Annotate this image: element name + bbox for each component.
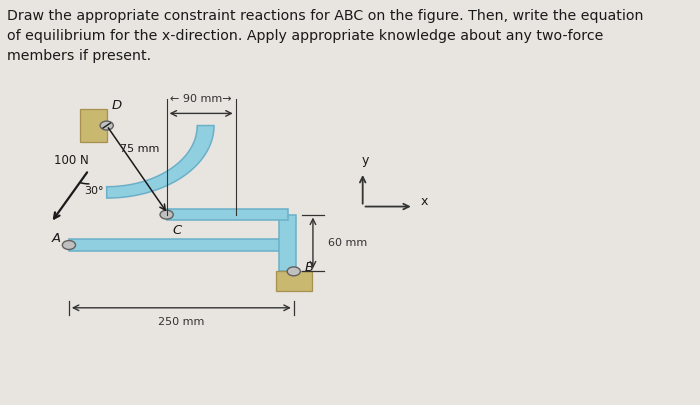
Text: B: B: [304, 260, 314, 273]
Text: 250 mm: 250 mm: [158, 317, 204, 327]
Text: ← 90 mm→: ← 90 mm→: [170, 94, 232, 104]
Bar: [69, 239, 294, 251]
Polygon shape: [106, 126, 214, 198]
Circle shape: [62, 241, 76, 249]
Bar: [279, 215, 296, 271]
Text: 60 mm: 60 mm: [328, 238, 368, 248]
Text: 100 N: 100 N: [54, 154, 89, 167]
Text: x: x: [421, 194, 428, 207]
Circle shape: [100, 121, 113, 130]
Text: Draw the appropriate constraint reactions for ABC on the figure. Then, write the: Draw the appropriate constraint reaction…: [7, 9, 644, 63]
Bar: [80, 109, 106, 142]
Text: 30°: 30°: [84, 185, 104, 196]
Text: A: A: [52, 232, 62, 245]
Text: y: y: [362, 154, 370, 167]
Text: C: C: [173, 224, 182, 237]
Text: 75 mm: 75 mm: [120, 144, 160, 154]
Bar: [276, 271, 312, 291]
Bar: [167, 209, 288, 220]
Circle shape: [287, 267, 300, 276]
Text: D: D: [111, 98, 122, 111]
Circle shape: [160, 210, 174, 219]
